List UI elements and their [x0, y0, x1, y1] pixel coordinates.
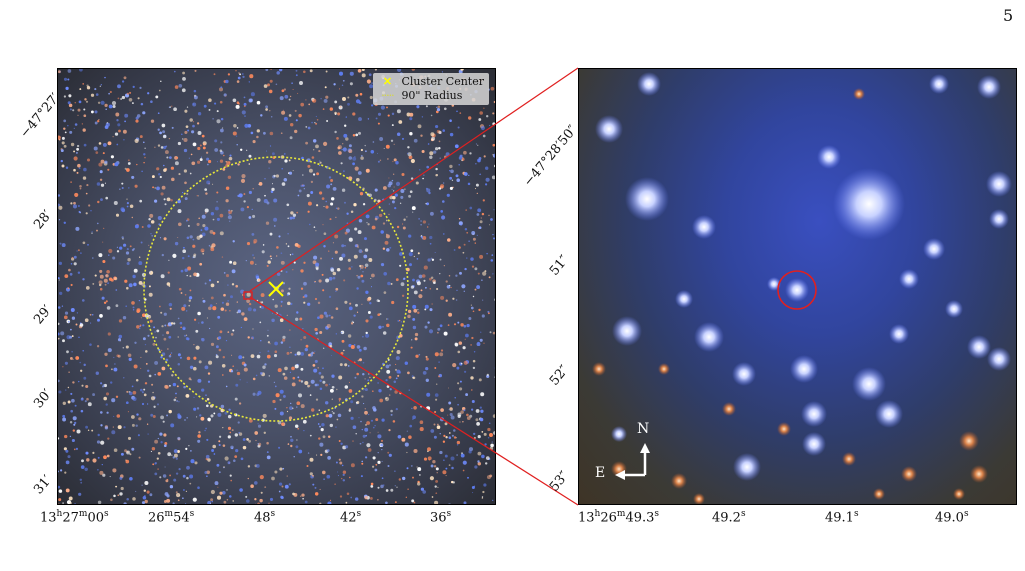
left-y-tick: 28′: [31, 207, 56, 233]
compass-arrows: [615, 443, 650, 480]
legend: ✕ Cluster Center ····· 90" Radius: [373, 73, 489, 105]
cluster-center-marker: [268, 281, 284, 297]
right-x-tick: 49.0s: [935, 509, 969, 526]
right-y-tick: 53″: [546, 468, 573, 495]
cluster-wide-field-image: ✕ Cluster Center ····· 90" Radius: [57, 68, 496, 505]
left-x-tick: 13h27m00s: [40, 509, 109, 526]
left-x-tick: 26m54s: [148, 509, 195, 526]
zoomed-image: N E: [578, 68, 1017, 505]
legend-radius: 90" Radius: [401, 89, 463, 102]
target-circle: [777, 270, 817, 310]
overlay-layer: [143, 156, 409, 422]
left-x-tick: 48s: [254, 509, 276, 526]
right-x-tick: 49.1s: [825, 509, 859, 526]
page-number: 5: [1003, 6, 1014, 25]
zoom-star-field: [592, 72, 1012, 504]
right-y-tick: −47°28′50″: [520, 122, 581, 190]
legend-cluster-center: Cluster Center: [401, 75, 484, 88]
right-x-tick: 13h26m49.3s: [578, 509, 660, 526]
right-x-tick: 49.2s: [712, 509, 746, 526]
dotted-line-icon: ·····: [381, 89, 394, 102]
zoom-box: [243, 291, 253, 300]
right-y-tick: 52″: [546, 362, 573, 389]
compass-east-label: E: [595, 465, 606, 481]
left-x-tick: 42s: [340, 509, 362, 526]
left-y-tick: 30′: [31, 386, 56, 412]
compass-north-label: N: [637, 421, 650, 437]
x-marker-icon: ✕: [382, 75, 393, 88]
left-x-tick: 36s: [430, 509, 452, 526]
left-y-tick: 31′: [31, 472, 56, 498]
right-y-tick: 51″: [546, 252, 573, 279]
left-y-tick: 29′: [31, 302, 56, 328]
zoom-overlay: [615, 270, 817, 480]
